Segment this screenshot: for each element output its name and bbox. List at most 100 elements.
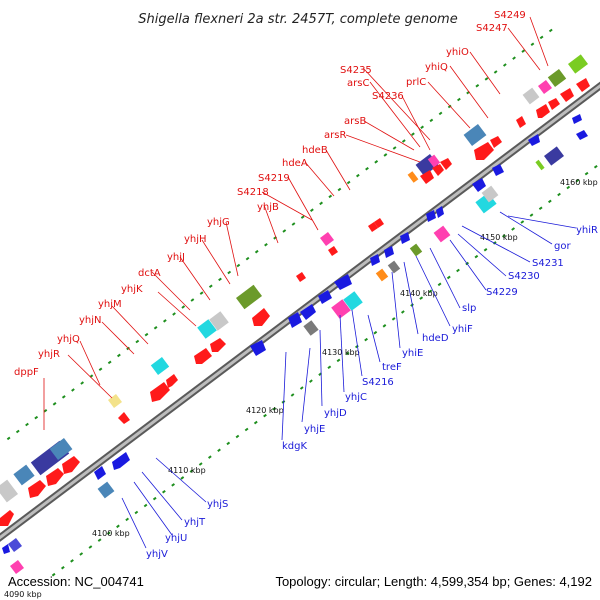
scale-tick: [593, 164, 598, 169]
gene-label: S4219: [258, 173, 290, 184]
gene-label: gor: [554, 241, 571, 252]
scale-tick: [217, 448, 221, 452]
gene-label: yhjK: [121, 284, 143, 295]
gene-label: slp: [462, 303, 476, 314]
scale-tick: [484, 77, 489, 81]
gene-box: [547, 68, 567, 88]
gene-label: treF: [382, 362, 402, 373]
scale-tick: [501, 234, 506, 238]
scale-tick: [447, 104, 452, 109]
scale-tick: [530, 42, 535, 46]
kbp-label: 4100 kbp: [92, 529, 130, 538]
gene-label: S4216: [362, 377, 394, 388]
scale-tick: [236, 263, 241, 268]
scale-tick: [207, 455, 212, 459]
gene-label: S4229: [486, 287, 518, 298]
gene-label: prlC: [406, 77, 426, 88]
scale-tick: [162, 319, 167, 323]
scale-tick: [457, 97, 461, 102]
scale-tick: [309, 208, 314, 212]
gene-box: [209, 311, 229, 331]
gene-label: arsR: [324, 130, 346, 141]
scale-tick: [71, 388, 75, 392]
scale-tick: [346, 180, 351, 185]
scale-tick: [400, 310, 405, 314]
scale-tick: [382, 324, 387, 328]
gene-label: yhjB: [257, 202, 279, 213]
scale-tick: [475, 83, 480, 88]
genome-title: Shigella flexneri 2a str. 2457T, complet…: [138, 12, 457, 27]
scale-tick: [106, 531, 111, 536]
scale-tick: [529, 213, 534, 217]
gene-label: yhjH: [184, 234, 207, 245]
scale-tick: [511, 227, 516, 231]
scale-tick: [483, 248, 488, 252]
gene-box: [319, 231, 335, 247]
scale-tick: [419, 296, 424, 300]
gene-label: yhjR: [38, 349, 60, 360]
gene-box: [427, 154, 441, 168]
gene-label: yhiO: [446, 47, 469, 58]
scale-tick: [493, 70, 498, 74]
scale-tick: [199, 291, 204, 295]
scale-tick: [538, 206, 543, 211]
scale-tick: [291, 222, 296, 226]
gene-label: kdgK: [282, 441, 307, 452]
scale-tick: [373, 330, 378, 335]
scale-tick: [327, 365, 332, 370]
scale-tick: [189, 469, 194, 473]
genome-backbone: [0, 81, 600, 542]
gene-features: [0, 54, 590, 575]
scale-tick: [97, 538, 102, 542]
scale-tick: [134, 510, 139, 515]
scale-tick: [446, 275, 451, 280]
scale-tick: [502, 63, 507, 67]
scale-tick: [456, 268, 460, 273]
kbp-label: 4140 kbp: [400, 289, 438, 298]
gene-box: [150, 356, 170, 376]
scale-tick: [566, 185, 571, 190]
scale-tick: [575, 178, 580, 183]
scale-tick: [336, 358, 341, 363]
reverse-gene-labels: yhjV yhjU yhjT yhjS kdgK yhjE yhjD yhjC …: [146, 225, 598, 560]
scale-tick: [337, 187, 342, 192]
scale-tick: [272, 406, 277, 411]
gene-label: hdeA: [282, 158, 308, 169]
gene-box: [522, 87, 540, 105]
scale-tick: [253, 420, 258, 425]
scale-tick: [282, 229, 287, 233]
scale-tick: [190, 298, 195, 302]
gene-label: arsB: [344, 116, 366, 127]
gene-label: yhiQ: [425, 62, 448, 73]
gene-box: [387, 260, 401, 274]
gene-label: arsC: [347, 78, 369, 89]
gene-box: [49, 437, 73, 461]
gene-label: S4218: [237, 187, 269, 198]
gene-label: yhiE: [402, 348, 423, 359]
scale-tick: [116, 353, 121, 358]
gene-label: S4231: [532, 258, 564, 269]
kbp-label: 4090 kbp: [4, 590, 42, 599]
scale-tick: [512, 56, 516, 60]
gene-label: yhiF: [452, 324, 473, 335]
scale-tick: [254, 249, 259, 254]
scale-tick: [79, 552, 84, 556]
scale-tick: [61, 395, 66, 399]
gene-box: [537, 79, 553, 95]
gene-label: yhjG: [207, 217, 230, 228]
scale-tick: [60, 566, 65, 570]
scale-tick: [25, 422, 29, 427]
scale-tick: [548, 28, 553, 33]
scale-tick: [51, 572, 56, 577]
scale-tick: [521, 49, 526, 53]
gene-label: yhjJ: [167, 252, 185, 263]
scale-tick: [328, 194, 333, 199]
gene-label: hdeD: [422, 333, 449, 344]
gene-label: yhjT: [184, 517, 206, 528]
scale-tick: [153, 326, 158, 330]
scale-tick: [263, 413, 267, 418]
scale-tick: [88, 545, 93, 549]
gene-box: [407, 171, 419, 183]
gene-box: [433, 225, 451, 243]
